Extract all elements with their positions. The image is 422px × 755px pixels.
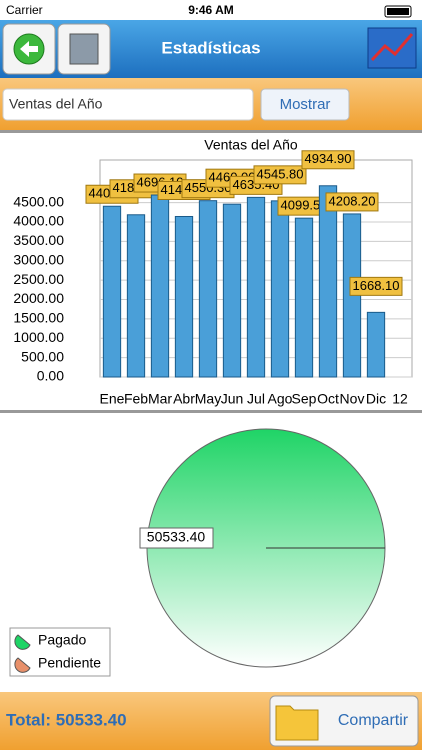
- text-field-value: Ventas del Año: [9, 96, 103, 112]
- chart-title: Ventas del Año: [204, 137, 298, 153]
- text-field[interactable]: [2, 88, 254, 121]
- y-tick-label: 3000.00: [13, 251, 64, 267]
- value-label: 50533.40: [147, 529, 206, 545]
- value-label-bg: [301, 150, 355, 170]
- nav-title: Estadísticas: [161, 38, 260, 57]
- bar: [174, 215, 194, 378]
- value-label: 4208.20: [329, 193, 376, 208]
- bar: [318, 185, 338, 378]
- y-tick-label: 500.00: [21, 348, 64, 364]
- share-button-label: Compartir: [338, 712, 409, 729]
- carrier: Carrier: [6, 3, 43, 17]
- y-tick-label: 2500.00: [13, 271, 64, 287]
- y-tick-label: 0.00: [37, 368, 64, 384]
- x-tick-label: Abr: [173, 391, 195, 407]
- y-tick-label: 4000.00: [13, 213, 64, 229]
- x-tick-label: Feb: [124, 391, 148, 407]
- divider: [0, 130, 422, 133]
- x-tick-label: Dic: [366, 391, 386, 407]
- value-label: 4545.80: [257, 166, 304, 181]
- x-tick-label: Oct: [317, 391, 339, 407]
- folder-icon: [275, 705, 319, 741]
- bar: [126, 214, 146, 378]
- bar: [366, 311, 386, 378]
- bar: [198, 200, 218, 378]
- value-label-bg: [325, 192, 379, 212]
- legend-label: Pendiente: [38, 655, 101, 671]
- y-tick-label: 3500.00: [13, 232, 64, 248]
- legend-label: Pagado: [38, 632, 86, 648]
- battery: [384, 5, 412, 18]
- value-label-bg: [253, 165, 307, 185]
- x-tick-label: Ago: [268, 391, 293, 407]
- value-label: 1668.10: [353, 278, 400, 293]
- pie-chart: 50533.40 Pagado Pendiente: [9, 428, 386, 677]
- bar: [150, 194, 170, 378]
- value-label: 4934.90: [305, 151, 352, 166]
- legend-swatch: [14, 634, 31, 650]
- x-tick-label: 12: [392, 391, 408, 407]
- value-label: 4099.50: [281, 198, 328, 213]
- bar-chart: Ventas del Año 0.00 500.00 1000.00 1500.00 20…: [13, 137, 413, 407]
- clock: 9:46 AM: [188, 3, 234, 17]
- value-label-bg: [139, 527, 214, 549]
- battery-level: [387, 8, 409, 15]
- y-tick-label: 4500.00: [13, 193, 64, 209]
- cabinet-icon: [69, 33, 99, 65]
- bar: [102, 205, 122, 378]
- y-tick-label: 1000.00: [13, 329, 64, 345]
- x-tick-label: Ene: [100, 391, 125, 407]
- bar: [222, 203, 242, 378]
- x-tick-label: Jul: [247, 391, 265, 407]
- bar: [246, 196, 266, 378]
- total: Total: 50533.40: [6, 710, 127, 729]
- y-tick-label: 1500.00: [13, 310, 64, 326]
- x-tick-label: Nov: [340, 391, 365, 407]
- x-tick-label: Sep: [292, 391, 317, 407]
- value-label-bg: [349, 276, 403, 296]
- show-button-label: Mostrar: [280, 96, 331, 113]
- bar: [294, 217, 314, 378]
- legend-swatch: [14, 657, 31, 673]
- x-tick-label: May: [195, 391, 221, 407]
- y-tick-label: 2000.00: [13, 290, 64, 306]
- bar: [270, 200, 290, 378]
- chart-icon: [370, 33, 414, 62]
- show-button[interactable]: [260, 88, 350, 121]
- divider: [0, 410, 422, 413]
- x-tick-label: Jun: [221, 391, 244, 407]
- chart-button[interactable]: [367, 27, 417, 69]
- x-tick-label: Mar: [148, 391, 172, 407]
- back-arrow: [20, 41, 38, 57]
